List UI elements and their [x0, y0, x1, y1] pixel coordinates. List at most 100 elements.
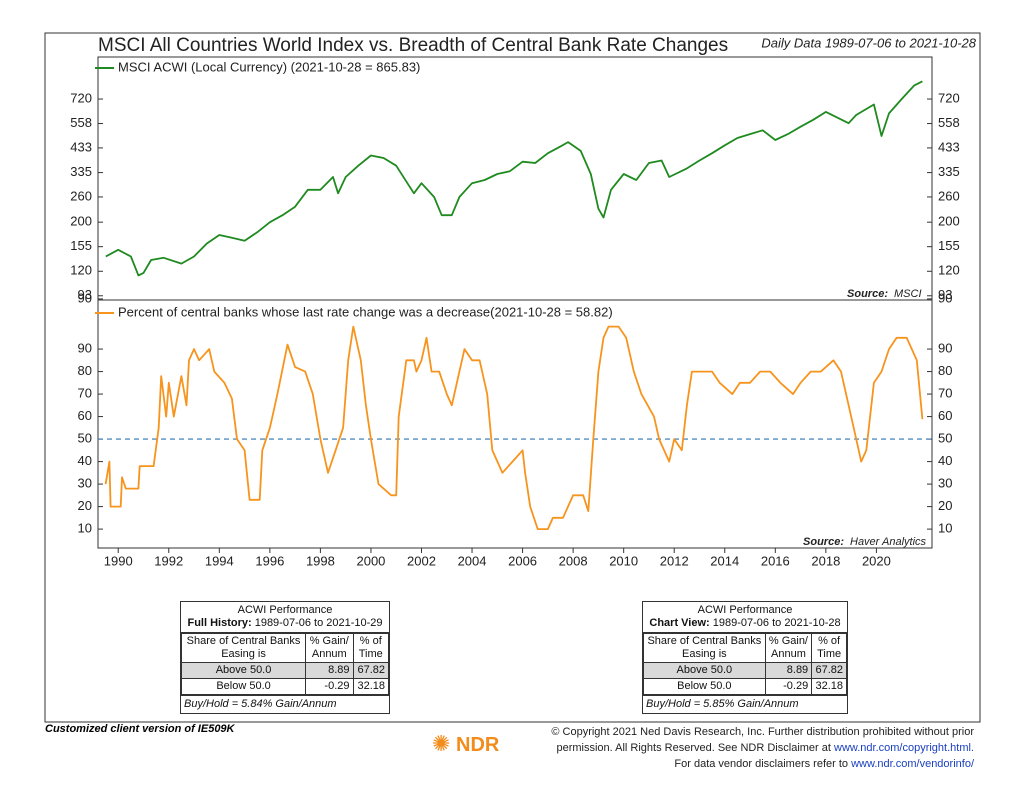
table-cell: Above 50.0 — [643, 662, 766, 679]
y-tick-label: 90 — [938, 340, 952, 355]
logo-text: NDR — [456, 734, 500, 756]
performance-table: ACWI Performance Chart View: 1989-07-06 t… — [642, 601, 848, 714]
y-tick-label: 80 — [78, 363, 92, 378]
header-line: % Gain/ — [309, 635, 349, 647]
bottom-panel-frame — [97, 299, 933, 549]
header-line: Share of Central Banks — [186, 635, 301, 647]
y-tick-label: 120 — [70, 263, 92, 278]
x-tick-label: 2000 — [356, 553, 385, 568]
period: 1989-07-06 to 2021-10-28 — [712, 617, 841, 629]
source-label: Source: — [803, 536, 844, 548]
logo-icon: ✺ — [432, 731, 451, 756]
legend-label: Percent of central banks whose last rate… — [118, 304, 613, 319]
table-caption: ACWI Performance Full History: 1989-07-06… — [181, 602, 389, 633]
x-tick-label: 2018 — [811, 553, 840, 568]
vendor-line: For data vendor disclaimers refer to www… — [551, 756, 974, 772]
y-tick-label: 70 — [78, 386, 92, 401]
header-line: Time — [358, 648, 383, 660]
table-cell: 32.18 — [811, 678, 847, 695]
y-tick-label: 40 — [78, 453, 92, 468]
header-row: Share of Central Banks Easing is% Gain/An… — [180, 633, 389, 663]
performance-table: ACWI Performance Full History: 1989-07-06… — [180, 601, 390, 714]
table-cell: -0.29 — [764, 678, 813, 695]
table-body: Share of Central Banks Easing is% Gain/An… — [643, 633, 847, 695]
table-period: Chart View: 1989-07-06 to 2021-10-28 — [646, 617, 844, 630]
x-tick-label: 2008 — [559, 553, 588, 568]
y-tick-label: 10 — [938, 521, 952, 536]
y-tick-label: 260 — [938, 188, 960, 203]
source: Haver Analytics — [850, 536, 927, 548]
y-tick-label: 335 — [938, 164, 960, 179]
header-cell: Share of Central Banks Easing is — [643, 633, 766, 663]
y-tick-label: 93 — [78, 287, 92, 302]
y-tick-label: 10 — [78, 521, 92, 536]
header-cell: % of Time — [352, 633, 389, 663]
table-title: ACWI Performance — [237, 604, 333, 616]
header-line: Share of Central Banks — [647, 635, 762, 647]
y-tick-label: 200 — [70, 214, 92, 229]
x-tick-label: 2012 — [660, 553, 689, 568]
x-tick-label: 2016 — [761, 553, 790, 568]
table-title: ACWI Performance — [697, 604, 793, 616]
table-row: Below 50.0 -0.29 32.18 — [643, 678, 847, 695]
table-caption: ACWI Performance Chart View: 1989-07-06 t… — [643, 602, 847, 633]
y-tick-label: 50 — [938, 431, 952, 446]
table-body: Share of Central Banks Easing is% Gain/An… — [180, 633, 389, 695]
y-tick-label: 90 — [78, 340, 92, 355]
x-tick-label: 1998 — [306, 553, 335, 568]
y-tick-label: 720 — [938, 90, 960, 105]
copyright-line: permission. All Rights Reserved. See NDR… — [551, 740, 974, 756]
header-line: % of — [359, 635, 382, 647]
copyright-text: permission. All Rights Reserved. See NDR… — [556, 742, 831, 754]
table-cell: -0.29 — [305, 678, 354, 695]
y-tick-label: 155 — [938, 238, 960, 253]
x-tick-label: 2014 — [710, 553, 739, 568]
y-tick-label: 93 — [938, 287, 952, 302]
table-cell: 8.89 — [305, 662, 354, 679]
source-label: Source: — [847, 288, 888, 300]
copyright: © Copyright 2021 Ned Davis Research, Inc… — [551, 724, 974, 772]
copyright-link[interactable]: www.ndr.com/copyright.html. — [834, 742, 974, 754]
y-tick-label: 70 — [938, 386, 952, 401]
y-tick-label: 260 — [70, 188, 92, 203]
vendor-link[interactable]: www.ndr.com/vendorinfo/ — [851, 758, 974, 770]
x-tick-label: 1996 — [255, 553, 284, 568]
x-tick-label: 2002 — [407, 553, 436, 568]
header-line: Easing is — [682, 648, 727, 660]
table-cell: 8.89 — [764, 662, 813, 679]
table-period: Full History: 1989-07-06 to 2021-10-29 — [184, 617, 386, 630]
outer-frame — [44, 32, 981, 723]
y-tick-label: 30 — [938, 476, 952, 491]
table-footer: Buy/Hold = 5.84% Gain/Annum — [181, 695, 389, 713]
table-row: Above 50.0 8.89 67.82 — [643, 662, 847, 679]
header-line: % of — [818, 635, 841, 647]
table-cell: 67.82 — [811, 662, 847, 679]
header-cell: % of Time — [811, 633, 847, 663]
y-tick-label: 30 — [78, 476, 92, 491]
y-tick-label: 60 — [78, 408, 92, 423]
x-tick-label: 2006 — [508, 553, 537, 568]
table-cell: Below 50.0 — [180, 678, 307, 695]
client-note: Customized client version of IE509K — [45, 723, 235, 735]
table-cell: 32.18 — [352, 678, 389, 695]
y-tick-label: 433 — [938, 139, 960, 154]
y-tick-label: 558 — [70, 115, 92, 130]
y-tick-label: 20 — [78, 498, 92, 513]
period: 1989-07-06 to 2021-10-29 — [254, 617, 383, 629]
header-cell: % Gain/Annum — [305, 633, 354, 663]
header-row: Share of Central Banks Easing is% Gain/An… — [643, 633, 847, 663]
chart-title: MSCI All Countries World Index vs. Bread… — [98, 35, 728, 56]
series-line — [105, 80, 923, 277]
y-tick-label: 20 — [938, 498, 952, 513]
y-tick-label: 90 — [938, 290, 952, 305]
vendor-text: For data vendor disclaimers refer to — [674, 758, 849, 770]
header-cell: Share of Central Banks Easing is — [180, 633, 307, 663]
y-tick-label: 433 — [70, 139, 92, 154]
period-label: Chart View: — [649, 617, 710, 629]
table-cell: Above 50.0 — [180, 662, 307, 679]
table-footer: Buy/Hold = 5.85% Gain/Annum — [643, 695, 847, 713]
x-tick-label: 1994 — [205, 553, 234, 568]
header-line: Easing is — [221, 648, 266, 660]
x-tick-label: 2004 — [458, 553, 487, 568]
table-cell: Below 50.0 — [643, 678, 766, 695]
